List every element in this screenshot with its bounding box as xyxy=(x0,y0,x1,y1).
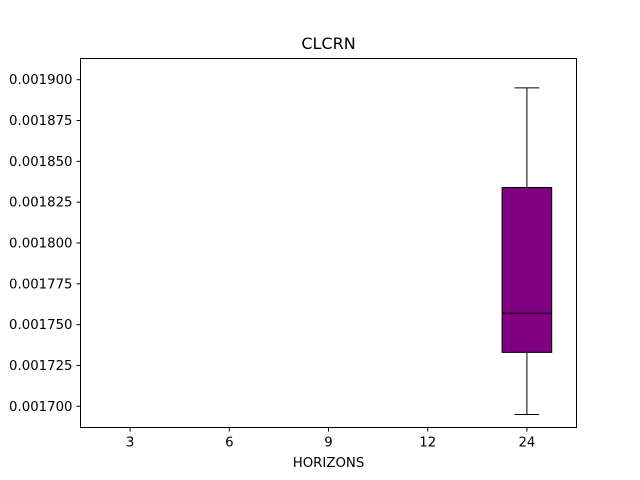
y-tick-label: 0.001750 xyxy=(9,318,72,333)
y-tick-label: 0.001900 xyxy=(9,73,72,88)
x-tick-label: 9 xyxy=(324,436,332,451)
box-body xyxy=(501,186,553,353)
x-axis-label: HORIZONS xyxy=(293,456,365,471)
y-tick-label: 0.001700 xyxy=(9,400,72,415)
box-24 xyxy=(501,87,553,415)
plot-frame xyxy=(80,58,577,428)
x-tick-label: 3 xyxy=(126,436,134,451)
box-series xyxy=(501,87,553,415)
x-tick-label: 12 xyxy=(419,436,436,451)
plot-area xyxy=(80,58,577,428)
x-tick-label: 6 xyxy=(225,436,233,451)
x-axis: 3 6 9 12 24 xyxy=(126,427,535,451)
y-tick-label: 0.001725 xyxy=(9,359,72,374)
y-tick-label: 0.001875 xyxy=(9,114,72,129)
y-tick-label: 0.001850 xyxy=(9,155,72,170)
x-tick-label: 24 xyxy=(518,436,535,451)
y-tick-label: 0.001775 xyxy=(9,277,72,292)
y-tick-label: 0.001825 xyxy=(9,196,72,211)
y-tick-label: 0.001800 xyxy=(9,237,72,252)
y-axis: 0.001700 0.001725 0.001750 0.001775 0.001800… xyxy=(9,73,81,415)
chart-title: CLCRN xyxy=(301,34,355,53)
